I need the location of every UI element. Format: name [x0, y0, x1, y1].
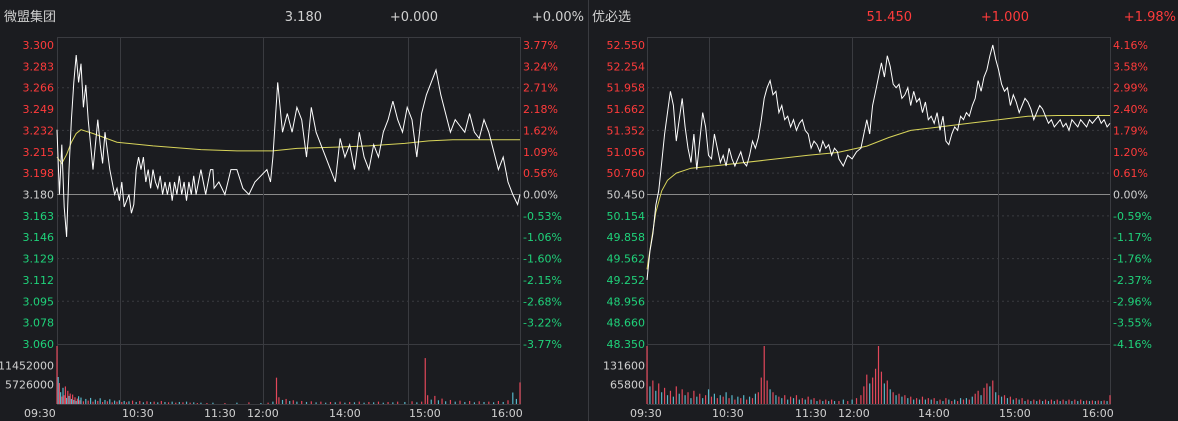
pct-tick-label: -2.37% [1113, 274, 1152, 287]
price-tick-label: 3.112 [23, 274, 55, 287]
time-tick-label: 16:00 [491, 407, 523, 420]
price-line [646, 44, 1111, 280]
pct-tick-label: -2.68% [523, 295, 562, 308]
price-tick-label: 3.215 [23, 146, 55, 159]
time-tick-label: 16:00 [1082, 407, 1114, 420]
chart-panel-weimob: 微盟集团 3.180 +0.000 +0.00% 3.300 3.77% 3.283… [0, 9, 584, 420]
time-tick-label: 12:00 [838, 407, 870, 420]
plot-frame [57, 37, 521, 405]
price-tick-label: 3.232 [23, 124, 55, 137]
volume-tick-label: 65800 [610, 379, 645, 392]
price-tick-label: 49.252 [607, 274, 646, 287]
pct-tick-label: -0.53% [523, 210, 562, 223]
price-tick-label: 3.060 [23, 338, 55, 351]
pct-tick-label: -1.17% [1113, 231, 1152, 244]
price-tick-label: 51.662 [607, 103, 646, 116]
chart-panel-ubtech: 优必选 51.450 +1.000 +1.98% 52.550 4.16% 52.2… [592, 10, 1176, 420]
price-change: +0.000 [390, 10, 438, 25]
pct-tick-label: 0.56% [523, 167, 558, 180]
volume-tick-label: 5726000 [5, 379, 54, 392]
price-tick-label: 3.129 [23, 253, 55, 266]
pct-tick-label: -1.76% [1113, 253, 1152, 266]
price-tick-label: 3.180 [23, 189, 55, 202]
price-line [56, 54, 521, 237]
price-tick-label: 50.760 [607, 167, 646, 180]
pct-tick-label: 4.16% [1113, 39, 1148, 52]
average-price-line [56, 129, 520, 165]
price-tick-label: 50.154 [607, 210, 646, 223]
percent-change: +1.98% [1124, 10, 1176, 25]
plot-frame [647, 37, 1111, 405]
price-tick-label: 3.283 [23, 60, 55, 73]
time-tick-label: 14:00 [329, 407, 361, 420]
volume-tick-label: 131600 [603, 359, 645, 372]
pct-tick-label: 1.09% [523, 146, 558, 159]
price-tick-label: 51.056 [607, 146, 646, 159]
percent-change: +0.00% [532, 10, 584, 25]
pct-tick-label: -0.59% [1113, 210, 1152, 223]
time-tick-label: 15:00 [409, 407, 441, 420]
pct-tick-label: -4.16% [1113, 338, 1152, 351]
pct-tick-label: 3.77% [523, 39, 558, 52]
pct-tick-label: 0.00% [523, 189, 558, 202]
price-tick-label: 3.146 [23, 231, 55, 244]
pct-tick-label: -1.06% [523, 231, 562, 244]
price-tick-label: 3.300 [23, 39, 55, 52]
price-tick-label: 52.254 [607, 60, 646, 73]
price-tick-label: 50.450 [607, 189, 646, 202]
price-tick-label: 52.550 [607, 39, 646, 52]
pct-tick-label: -3.55% [1113, 317, 1152, 330]
stock-name: 优必选 [592, 10, 631, 25]
price-tick-label: 49.562 [607, 253, 646, 266]
pct-tick-label: 2.71% [523, 82, 558, 95]
pct-tick-label: 2.18% [523, 103, 558, 116]
time-tick-label: 10:30 [712, 407, 744, 420]
pct-tick-label: 1.62% [523, 124, 558, 137]
pct-tick-label: -3.22% [523, 317, 562, 330]
time-tick-label: 10:30 [122, 407, 154, 420]
time-tick-label: 11:30 [795, 407, 827, 420]
price-tick-label: 3.198 [23, 167, 55, 180]
price-tick-label: 48.660 [607, 317, 646, 330]
time-tick-label: 14:00 [918, 407, 950, 420]
pct-tick-label: 1.20% [1113, 146, 1148, 159]
pct-tick-label: -2.15% [523, 274, 562, 287]
time-tick-label: 09:30 [630, 407, 662, 420]
pct-tick-label: 3.58% [1113, 60, 1148, 73]
price-tick-label: 3.266 [23, 82, 55, 95]
price-tick-label: 49.858 [607, 231, 646, 244]
last-price: 51.450 [867, 10, 913, 25]
pct-tick-label: -3.77% [523, 338, 562, 351]
time-tick-label: 15:00 [999, 407, 1031, 420]
stock-name: 微盟集团 [4, 9, 56, 25]
time-tick-label: 12:00 [247, 407, 279, 420]
pct-tick-label: -2.96% [1113, 295, 1152, 308]
pct-tick-label: 0.61% [1113, 167, 1148, 180]
last-price: 3.180 [285, 10, 322, 25]
price-tick-label: 3.249 [23, 103, 55, 116]
pct-tick-label: 3.24% [523, 60, 558, 73]
pct-tick-label: 2.99% [1113, 82, 1148, 95]
pct-tick-label: -1.60% [523, 253, 562, 266]
pct-tick-label: 1.79% [1113, 124, 1148, 137]
volume-tick-label: 11452000 [0, 359, 54, 372]
time-tick-label: 11:30 [204, 407, 236, 420]
price-tick-label: 3.163 [23, 210, 55, 223]
pct-tick-label: 2.40% [1113, 103, 1148, 116]
price-tick-label: 48.350 [607, 338, 646, 351]
price-tick-label: 48.956 [607, 295, 646, 308]
price-change: +1.000 [981, 10, 1029, 25]
price-tick-label: 3.095 [23, 295, 55, 308]
pct-tick-label: 0.00% [1113, 189, 1148, 202]
price-tick-label: 51.958 [607, 82, 646, 95]
price-tick-label: 51.352 [607, 124, 646, 137]
price-tick-label: 3.078 [23, 317, 55, 330]
time-tick-label: 09:30 [24, 407, 56, 420]
average-price-line [646, 115, 1110, 270]
